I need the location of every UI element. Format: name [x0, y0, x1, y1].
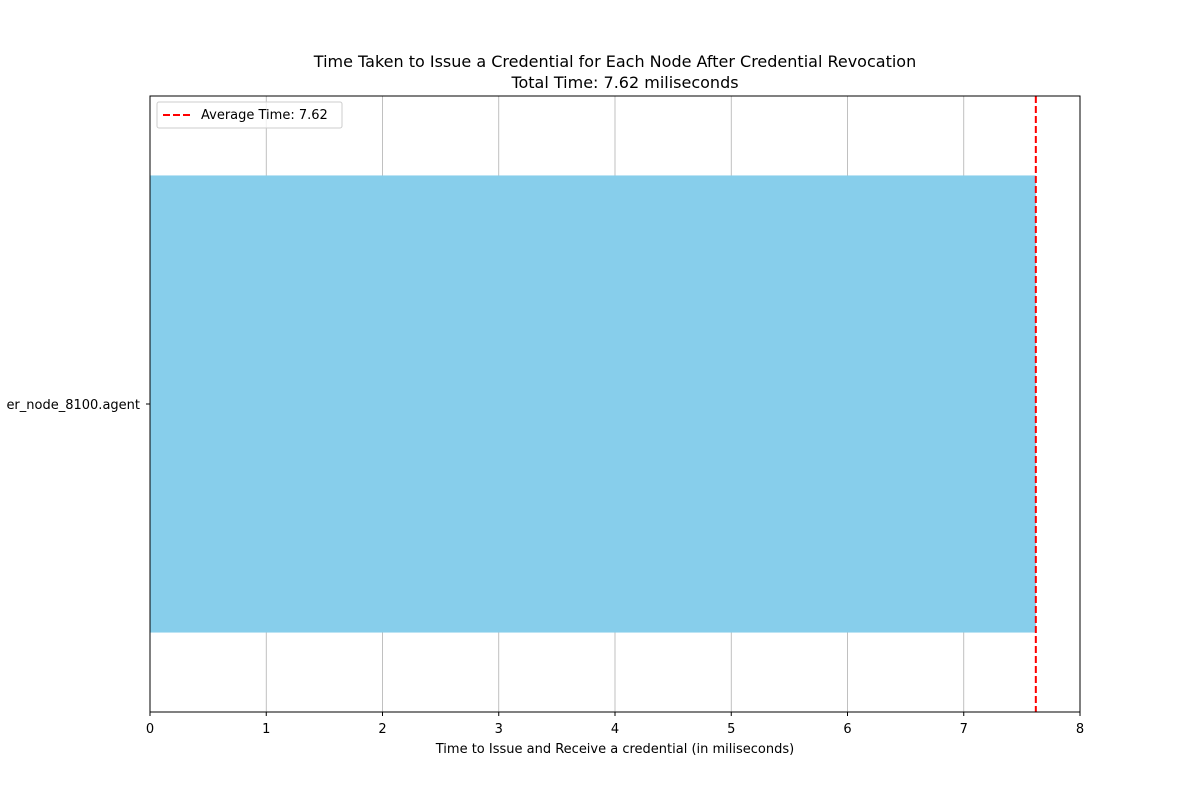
- x-tick-label-0: 0: [146, 722, 154, 737]
- y-axis: er_node_8100.agent: [6, 398, 150, 413]
- legend: Average Time: 7.62: [156, 101, 343, 129]
- x-axis-label: Time to Issue and Receive a credential (…: [435, 742, 794, 757]
- x-axis: 0 1 2 3 4 5 6 7 8: [146, 712, 1084, 737]
- legend-box: [156, 101, 343, 129]
- chart-title: Time Taken to Issue a Credential for Eac…: [313, 52, 916, 71]
- x-tick-label-4: 4: [611, 722, 619, 737]
- x-tick-label-1: 1: [262, 722, 270, 737]
- legend-label-average: Average Time: 7.62: [201, 108, 328, 123]
- chart-subtitle: Total Time: 7.62 miliseconds: [510, 73, 738, 92]
- x-tick-label-5: 5: [727, 722, 735, 737]
- x-tick-label-8: 8: [1076, 722, 1084, 737]
- bars: [150, 175, 1036, 633]
- x-tick-label-3: 3: [495, 722, 503, 737]
- y-tick-label-0: er_node_8100.agent: [6, 398, 140, 413]
- x-tick-label-7: 7: [960, 722, 968, 737]
- x-tick-label-6: 6: [843, 722, 851, 737]
- bar-0: [150, 175, 1036, 633]
- x-tick-label-2: 2: [378, 722, 386, 737]
